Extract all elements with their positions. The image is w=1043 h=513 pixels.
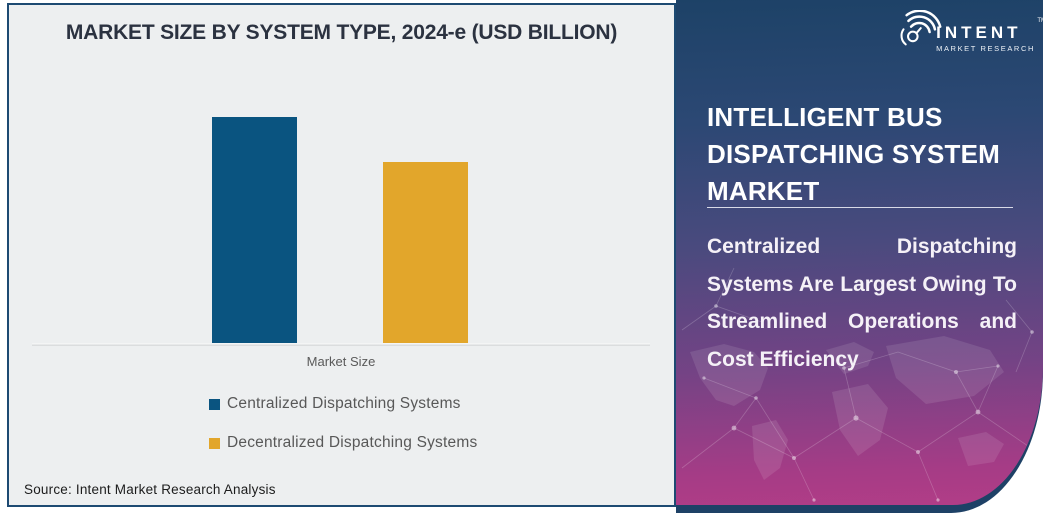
logo-brand-text: INTENT bbox=[936, 23, 1022, 42]
brand-panel: INTENT TM MARKET RESEARCH INTELLIGENT BU… bbox=[676, 0, 1043, 505]
legend-item-decentralized: Decentralized Dispatching Systems bbox=[209, 434, 478, 451]
report-title-line: DISPATCHING SYSTEM bbox=[707, 139, 1000, 169]
bar-plot-area bbox=[32, 5, 650, 343]
insight-line: Systems Are Largest Owing To bbox=[707, 272, 1017, 296]
logo-subtitle-text: MARKET RESEARCH bbox=[936, 44, 1035, 53]
source-note: Source: Intent Market Research Analysis bbox=[24, 482, 276, 497]
report-title-line: MARKET bbox=[707, 176, 820, 206]
x-axis-category-label: Market Size bbox=[306, 354, 376, 369]
legend-item-centralized: Centralized Dispatching Systems bbox=[209, 395, 477, 412]
report-title: INTELLIGENT BUS DISPATCHING SYSTEM MARKE… bbox=[707, 99, 1025, 210]
bar-centralized-dispatching-systems bbox=[212, 117, 297, 343]
bar-decentralized-dispatching-systems bbox=[383, 162, 468, 343]
trademark-symbol: TM bbox=[1037, 18, 1043, 24]
legend-swatch-blue bbox=[209, 398, 220, 410]
radar-signal-magnifier-icon bbox=[900, 10, 942, 46]
chart-title: MARKET SIZE BY SYSTEM TYPE, 2024-e (USD … bbox=[65, 21, 618, 44]
legend-label: Decentralized Dispatching Systems bbox=[227, 434, 478, 451]
insight-line: Cost Efficiency bbox=[707, 347, 859, 371]
key-insight-text: Centralized Dispatching Systems Are Larg… bbox=[707, 228, 1017, 378]
title-divider-line bbox=[707, 207, 1013, 208]
legend-swatch-yellow bbox=[209, 437, 220, 449]
report-title-line: INTELLIGENT BUS bbox=[707, 102, 943, 132]
chart-legend: Centralized Dispatching Systems Decentra… bbox=[209, 395, 478, 474]
insight-line: Centralized Dispatching bbox=[707, 235, 1017, 258]
insight-line: Streamlined Operations and bbox=[707, 310, 1017, 333]
intent-market-research-logo: INTENT TM MARKET RESEARCH bbox=[896, 8, 1043, 54]
legend-label: Centralized Dispatching Systems bbox=[227, 395, 461, 412]
x-axis-baseline bbox=[32, 343, 650, 346]
logo-text: INTENT TM MARKET RESEARCH bbox=[936, 8, 1043, 53]
chart-card: MARKET SIZE BY SYSTEM TYPE, 2024-e (USD … bbox=[7, 3, 676, 507]
